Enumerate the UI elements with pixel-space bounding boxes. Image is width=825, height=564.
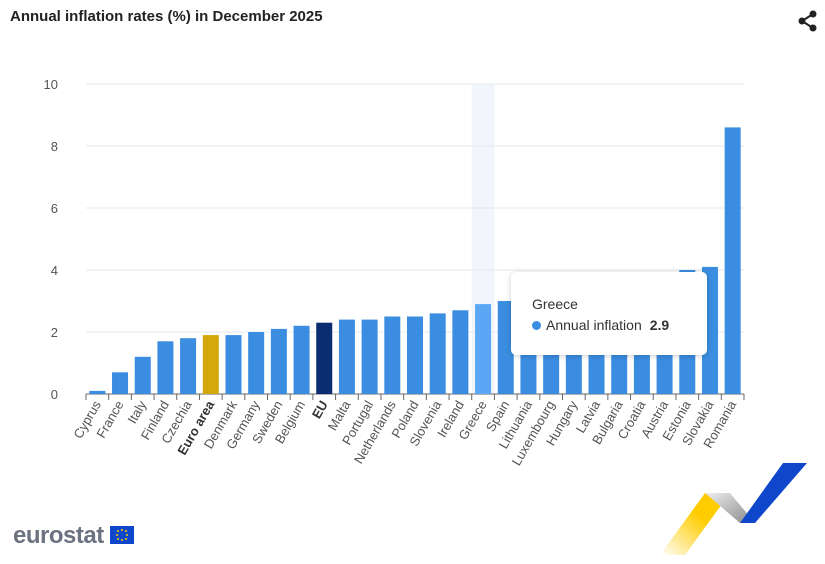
bar-greece[interactable]: [475, 304, 492, 394]
bar-spain[interactable]: [497, 301, 514, 394]
bar-belgium[interactable]: [293, 325, 310, 394]
chart-title: Annual inflation rates (%) in December 2…: [10, 8, 323, 25]
y-tick-label: 2: [51, 325, 58, 340]
bar-denmark[interactable]: [225, 335, 242, 394]
bar-poland[interactable]: [407, 316, 423, 395]
bar-ireland[interactable]: [452, 310, 469, 394]
tooltip-country: Greece: [532, 296, 578, 312]
bar-slovenia[interactable]: [429, 313, 446, 394]
y-tick-label: 10: [44, 77, 58, 92]
tooltip-series: Annual inflation: [546, 317, 642, 333]
bar-portugal[interactable]: [361, 319, 378, 394]
y-tick-label: 6: [51, 201, 58, 216]
y-tick-label: 8: [51, 139, 58, 154]
tooltip: Greece Annual inflation 2.9: [511, 272, 707, 355]
eu-flag-icon: [110, 526, 134, 544]
share-icon[interactable]: [798, 10, 818, 37]
y-tick-label: 0: [51, 387, 58, 402]
tooltip-value: 2.9: [649, 317, 670, 333]
bar-malta[interactable]: [338, 319, 355, 394]
bar-germany[interactable]: [248, 332, 265, 394]
bar-finland[interactable]: [157, 341, 174, 394]
bar-netherlands[interactable]: [384, 316, 401, 395]
bar-eu[interactable]: [316, 322, 333, 394]
bar-cyprus[interactable]: [89, 390, 106, 394]
series-dot-icon: [532, 321, 541, 330]
y-tick-label: 4: [51, 263, 58, 278]
x-tick-label: EU: [309, 398, 331, 421]
eurostat-logo: eurostat: [13, 522, 104, 549]
bar-romania[interactable]: [724, 127, 741, 395]
bar-sweden[interactable]: [270, 328, 287, 394]
bar-italy[interactable]: [134, 356, 151, 394]
bar-czechia[interactable]: [180, 338, 197, 394]
decorative-chevron-logo: [660, 463, 807, 555]
bar-france[interactable]: [112, 372, 129, 394]
bar-euro-area[interactable]: [202, 335, 219, 394]
